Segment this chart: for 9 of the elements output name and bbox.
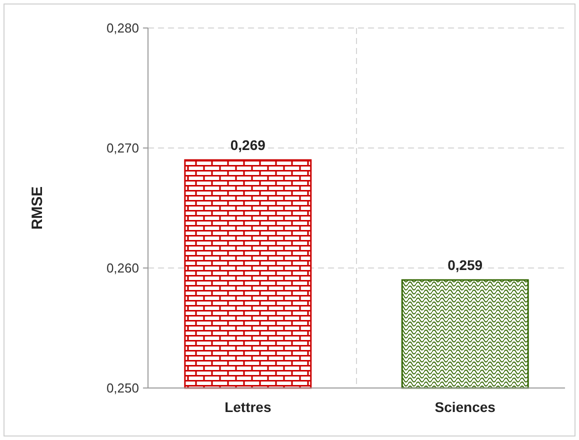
data-label: 0,259 (448, 257, 483, 273)
y-axis-title: RMSE (29, 186, 46, 230)
y-tick-label: 0,260 (106, 260, 139, 276)
y-tick-label: 0,280 (106, 20, 139, 36)
data-label: 0,269 (230, 137, 266, 153)
x-tick-label: Lettres (224, 399, 272, 415)
y-tick-label: 0,250 (106, 380, 139, 396)
x-tick-label: Sciences (434, 399, 496, 415)
y-tick-label: 0,270 (106, 140, 139, 156)
